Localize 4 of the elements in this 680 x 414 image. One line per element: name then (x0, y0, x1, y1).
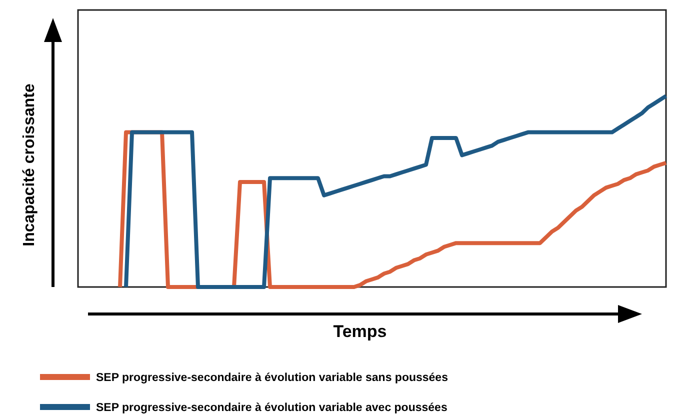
legend-label: SEP progressive-secondaire à évolution variable sans poussées (96, 372, 448, 384)
y-axis-title: Incapacité croissante (21, 84, 38, 246)
legend-label: SEP progressive-secondaire à évolution variable avec poussées (96, 402, 448, 414)
x-axis-title: Temps (333, 322, 387, 341)
